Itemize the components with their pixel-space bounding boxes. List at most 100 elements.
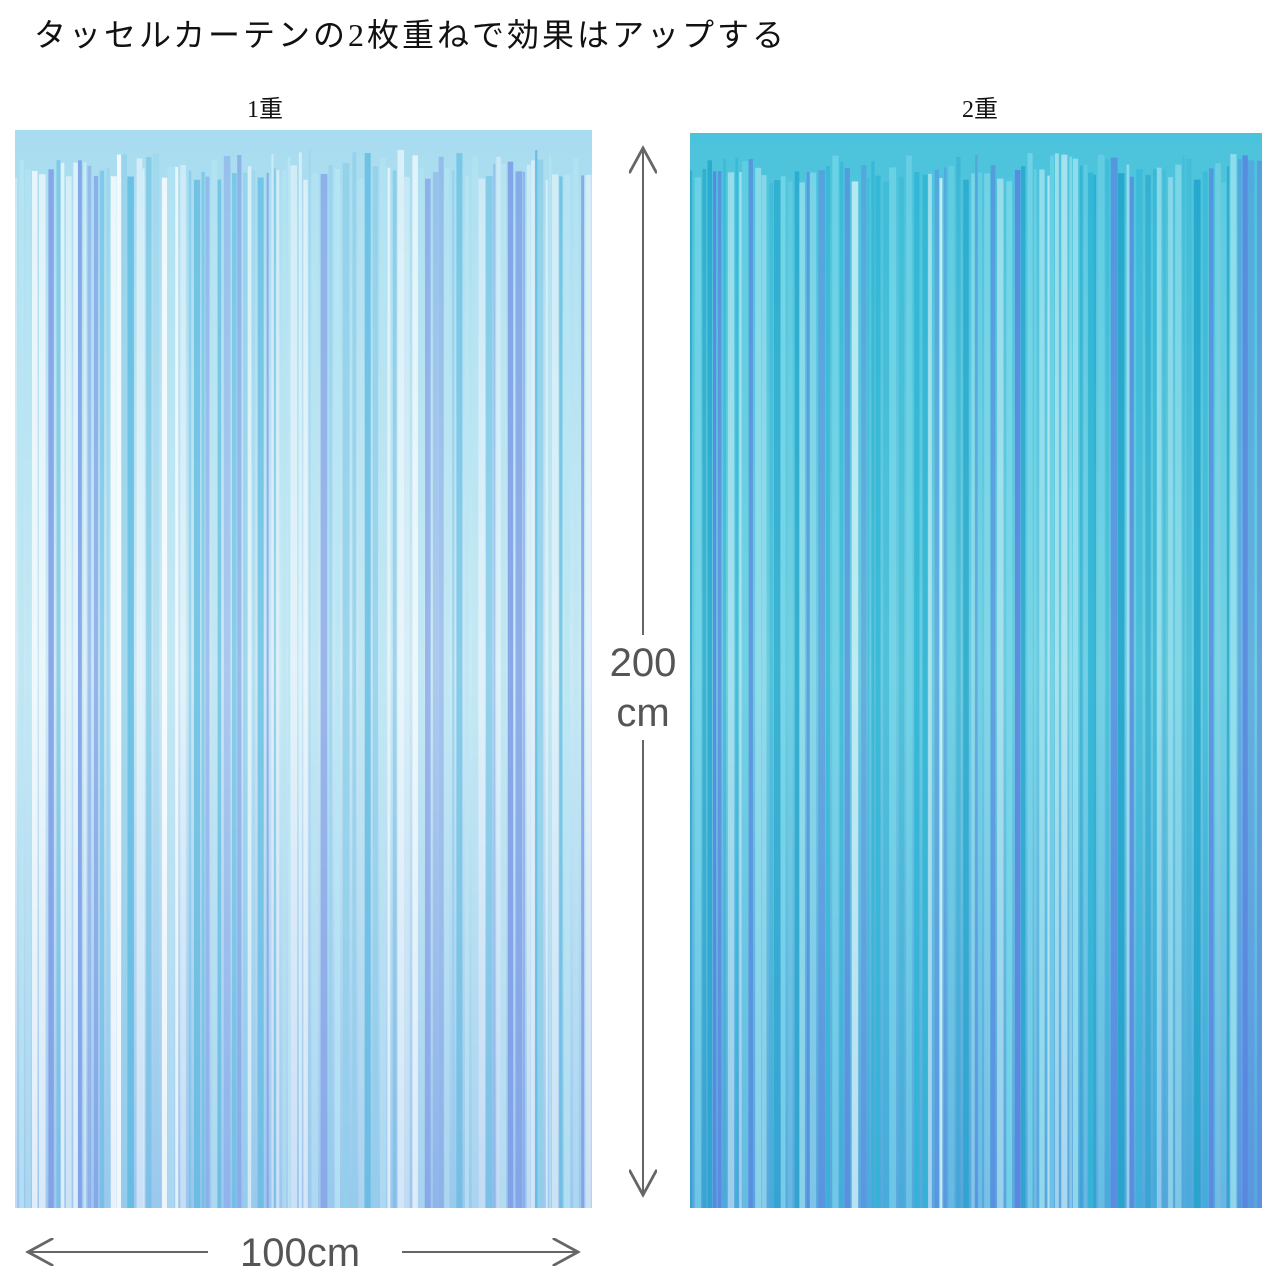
tassel-strand (971, 173, 975, 1208)
tassel-strand (1237, 159, 1242, 1209)
tassel-strand (106, 167, 110, 1209)
tassel-strand (32, 170, 38, 1208)
tassel-strand (311, 173, 318, 1208)
tassel-strand (282, 170, 287, 1209)
tassel-strand (717, 171, 722, 1208)
tassel-strand (271, 154, 274, 1209)
tassel-strand (404, 176, 410, 1208)
tassel-strand (1014, 170, 1021, 1208)
tassel-strand (522, 171, 526, 1208)
tassel-strand (308, 150, 311, 1209)
tassel-strand (276, 170, 280, 1209)
tassel-strand (290, 165, 297, 1208)
tassel-strand (984, 173, 990, 1208)
tassel-strand (963, 179, 969, 1209)
tassel-strand (142, 168, 145, 1208)
tassel-strand (392, 170, 397, 1208)
tassel-strand (1039, 169, 1045, 1208)
tassel-strand (535, 150, 538, 1208)
tassel-strand (1230, 154, 1237, 1209)
tassel-strand (1193, 179, 1201, 1209)
tassel-strand (939, 178, 943, 1209)
tassel-strand (83, 162, 87, 1209)
tassel-strand (787, 181, 793, 1208)
tassel-strand (997, 178, 1004, 1209)
tassel-strand (944, 167, 947, 1208)
tassel-strand (875, 175, 881, 1209)
tassel-strand (247, 166, 252, 1208)
tassel-strand (794, 171, 800, 1208)
tassel-strand (48, 169, 54, 1208)
tassel-strand (1247, 160, 1255, 1208)
tassel-strand (87, 165, 92, 1208)
tassel-strand (761, 175, 767, 1209)
tassel-strand (15, 177, 17, 1209)
tassel-strand (1129, 176, 1134, 1209)
tassel-strand (990, 165, 996, 1209)
tassel-strand (379, 158, 387, 1209)
tassel-strand (948, 166, 955, 1208)
tassel-strand (364, 153, 371, 1209)
tassel-strand (825, 166, 830, 1208)
tassel-strand (464, 176, 469, 1208)
tassel-strand (1145, 175, 1151, 1209)
tassel-strand (60, 162, 65, 1208)
tassel-strand (243, 172, 248, 1209)
tassel-strand (851, 181, 859, 1208)
tassel-strand (19, 159, 24, 1208)
tassel-strand (1257, 160, 1262, 1209)
tassel-strand (146, 157, 152, 1209)
tassel-strand (832, 155, 839, 1209)
tassel-strand (136, 158, 143, 1208)
panel-label: 1重 (247, 96, 283, 123)
tassel-strand (39, 174, 46, 1209)
tassel-strand (211, 160, 217, 1209)
tassel-strand (867, 178, 870, 1209)
tassel-strand (1209, 168, 1214, 1208)
tassel-strand (161, 177, 168, 1209)
tassel-strand (883, 181, 890, 1209)
tassel-strand (188, 170, 192, 1209)
tassel-strand (110, 176, 117, 1208)
tassel-strand (358, 178, 364, 1209)
tassel-strand (1182, 155, 1185, 1208)
panel-label: 2重 (962, 96, 998, 123)
tassel-strand (1220, 182, 1227, 1208)
tassel-strand (799, 182, 805, 1208)
tassel-strand (387, 167, 391, 1209)
tassel-strand (1061, 154, 1068, 1209)
tassel-strand (1168, 177, 1173, 1209)
tassel-strand (456, 153, 463, 1209)
tassel-strand (1021, 166, 1026, 1208)
tassel-strand (906, 155, 912, 1209)
tassel-strand (956, 156, 961, 1208)
tassel-strand (526, 164, 531, 1208)
tassel-strand (741, 161, 749, 1209)
tassel-strand (352, 152, 357, 1208)
tassel-strand (328, 164, 333, 1208)
tassel-strand (818, 170, 825, 1209)
tassel-strand (707, 160, 712, 1208)
height-label: 200 (610, 641, 677, 685)
tassel-strand (175, 166, 179, 1208)
tassel-strand (975, 154, 978, 1208)
tassel-strand (1156, 167, 1162, 1209)
title: タッセルカーテンの2枚重ねで効果はアップする (34, 17, 787, 53)
tassel-strand (496, 156, 501, 1208)
tassel-strand (444, 168, 450, 1208)
tassel-strand (861, 165, 867, 1209)
tassel-strand (237, 155, 242, 1208)
tassel-strand (531, 160, 535, 1208)
tassel-strand (127, 176, 134, 1208)
tassel-strand (298, 152, 302, 1208)
tassel-strand (231, 173, 237, 1209)
tassel-strand (287, 156, 290, 1208)
tassel-strand (257, 177, 264, 1208)
tassel-strand (78, 160, 82, 1208)
tassel-strand (727, 172, 735, 1208)
tassel-strand (425, 178, 431, 1209)
tassel-strand (152, 153, 160, 1209)
tassel-strand (452, 170, 455, 1209)
